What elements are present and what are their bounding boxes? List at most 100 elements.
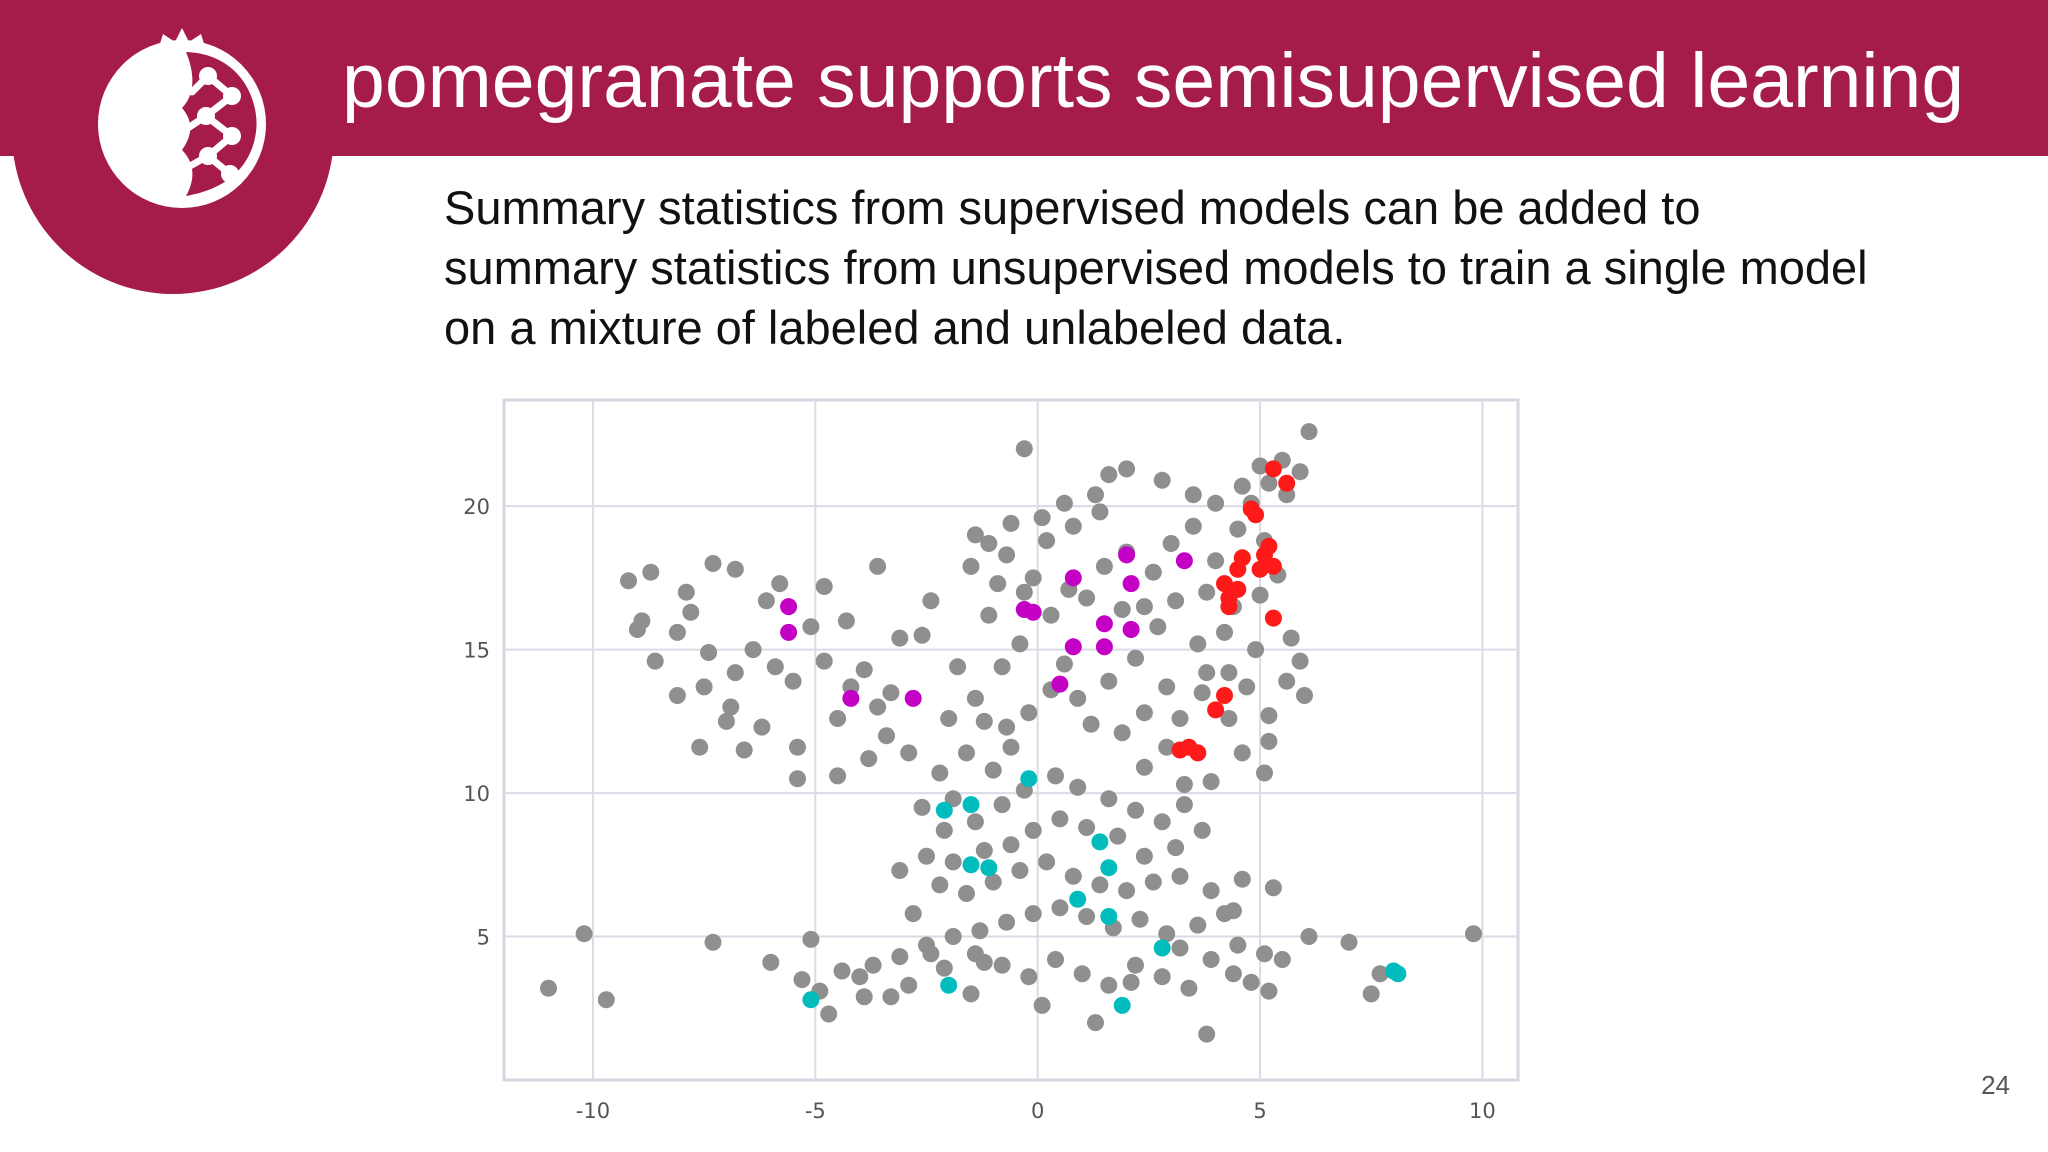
data-point	[668, 687, 686, 704]
data-point	[940, 976, 958, 994]
data-point	[1051, 899, 1069, 917]
data-point	[993, 658, 1011, 676]
data-point	[1158, 738, 1176, 756]
data-point	[944, 853, 962, 871]
data-point	[820, 1005, 838, 1023]
data-point	[1251, 560, 1269, 578]
data-point	[1064, 638, 1082, 656]
data-point	[966, 526, 984, 544]
data-point	[1144, 563, 1162, 581]
data-point	[829, 710, 847, 727]
data-point	[1002, 738, 1020, 756]
data-point	[1122, 575, 1140, 593]
data-point	[869, 698, 887, 716]
data-point	[1207, 494, 1225, 512]
data-point	[1153, 939, 1171, 957]
data-point	[1091, 503, 1109, 521]
data-point	[1024, 821, 1042, 839]
data-point	[1100, 466, 1118, 484]
data-point	[753, 718, 771, 736]
data-point	[1038, 532, 1056, 550]
data-point	[1189, 635, 1207, 653]
data-point	[944, 790, 962, 808]
data-point	[855, 661, 873, 679]
data-point	[998, 546, 1016, 564]
data-point	[935, 959, 953, 977]
data-point	[1233, 870, 1251, 888]
data-point	[1202, 951, 1220, 968]
data-point	[682, 603, 700, 621]
page-number: 24	[1981, 1070, 2010, 1100]
data-point	[1158, 925, 1176, 943]
data-point	[1260, 707, 1278, 725]
data-point	[984, 873, 1002, 891]
data-point	[1100, 908, 1118, 925]
data-point	[1055, 494, 1073, 512]
data-point	[829, 767, 847, 785]
data-point	[1078, 589, 1096, 607]
data-point	[1038, 853, 1056, 871]
data-point	[1260, 982, 1278, 1000]
data-point	[1371, 965, 1389, 983]
y-tick-label: 15	[463, 639, 490, 663]
data-point	[1149, 618, 1167, 636]
data-point	[802, 618, 820, 636]
data-point	[1220, 664, 1238, 682]
data-point	[1024, 905, 1042, 923]
data-point	[833, 962, 851, 980]
data-point	[1251, 586, 1269, 604]
data-point	[1229, 520, 1247, 538]
data-point	[966, 945, 984, 963]
data-point	[1162, 535, 1180, 552]
data-point	[1122, 973, 1140, 991]
data-point	[1247, 506, 1265, 524]
data-point	[1233, 477, 1251, 495]
data-point	[1193, 684, 1211, 702]
data-point	[1216, 575, 1233, 593]
data-point	[1264, 557, 1282, 575]
data-point	[1113, 996, 1131, 1014]
data-point	[780, 623, 798, 641]
data-point	[1011, 862, 1029, 879]
data-point	[1078, 908, 1096, 925]
data-point	[1216, 687, 1233, 704]
data-point	[1095, 557, 1113, 575]
data-point	[989, 575, 1007, 593]
data-point	[789, 770, 806, 788]
data-point	[1127, 801, 1144, 819]
data-point	[878, 727, 895, 745]
data-point	[1229, 560, 1247, 578]
data-point	[993, 956, 1011, 974]
y-tick-label: 10	[463, 782, 490, 806]
data-point	[1064, 517, 1082, 535]
data-point	[918, 936, 935, 954]
body-line: on a mixture of labeled and unlabeled da…	[444, 301, 1346, 354]
data-point	[922, 592, 940, 610]
data-point	[1198, 583, 1216, 601]
data-point	[793, 971, 811, 989]
data-point	[993, 796, 1011, 814]
data-point	[1100, 859, 1118, 877]
body-line: summary statistics from unsupervised mod…	[444, 241, 1868, 294]
data-point	[860, 750, 878, 768]
data-point	[1202, 773, 1220, 791]
data-point	[1087, 1014, 1104, 1032]
data-point	[949, 658, 967, 676]
data-point	[1158, 678, 1176, 696]
data-point	[1256, 945, 1273, 963]
data-point	[1233, 744, 1251, 762]
title-bar	[0, 0, 2048, 156]
data-point	[646, 652, 664, 670]
data-point	[726, 664, 744, 682]
data-point	[1024, 603, 1042, 621]
data-point	[1069, 778, 1087, 796]
data-point	[1135, 847, 1153, 865]
data-point	[904, 905, 922, 923]
scatter-chart: -10 -5 0 5 10 5 10 15 20	[463, 398, 1520, 1123]
data-point	[1389, 965, 1407, 983]
data-point	[1144, 873, 1162, 891]
data-point	[1153, 813, 1171, 831]
data-point	[918, 847, 935, 865]
data-point	[1095, 638, 1113, 656]
data-point	[1207, 701, 1225, 719]
